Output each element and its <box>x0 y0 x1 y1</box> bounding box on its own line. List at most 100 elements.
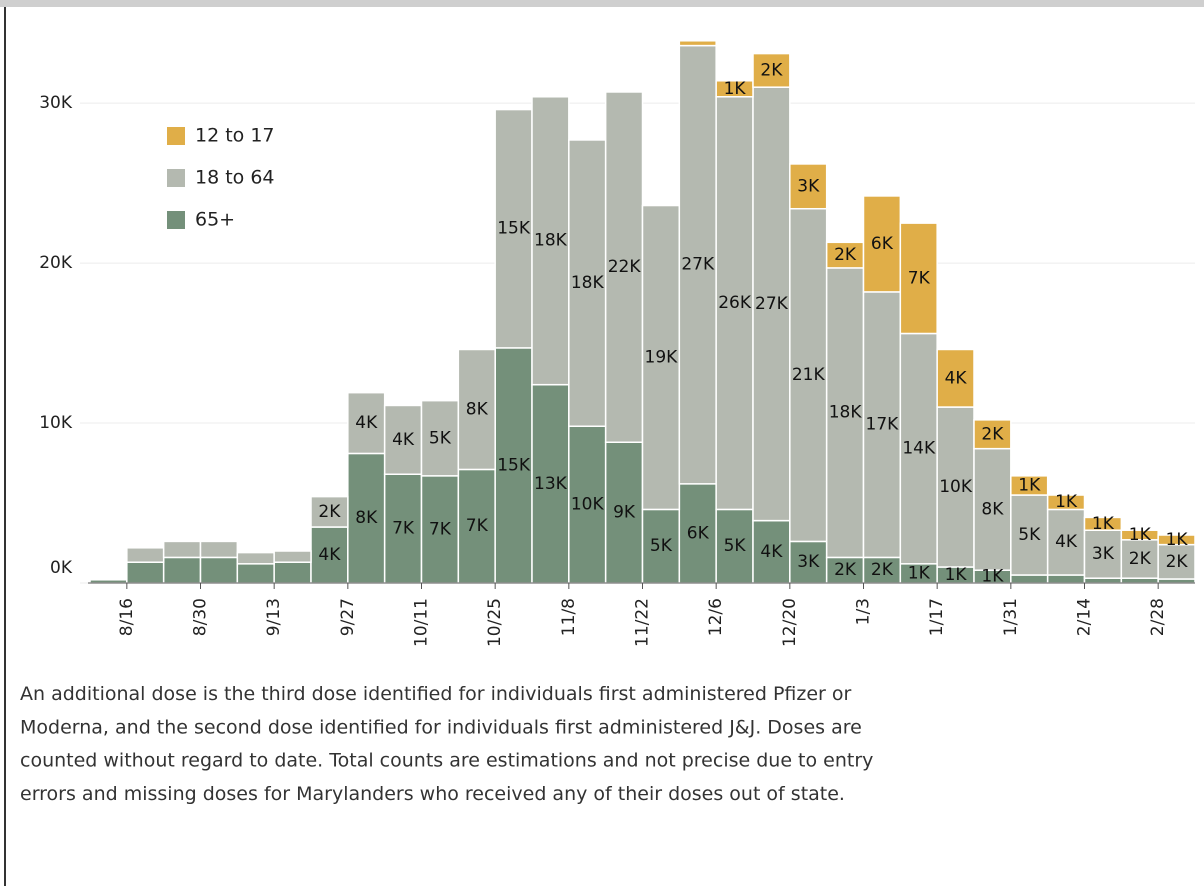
x-tick-label: 2/28 <box>1148 598 1168 636</box>
data-label: 5K <box>1018 525 1041 545</box>
data-label: 10K <box>571 495 605 515</box>
bar-segment <box>199 556 239 584</box>
data-label: 15K <box>497 219 531 239</box>
bar-segment <box>310 495 349 528</box>
y-tick-label: 0K <box>50 558 73 578</box>
data-label: 8K <box>466 399 489 419</box>
data-label: 2K <box>1129 549 1152 569</box>
data-label: 9K <box>613 503 636 523</box>
bar-segment <box>752 52 791 88</box>
data-label: 7K <box>429 519 452 539</box>
bar-segment <box>899 222 938 335</box>
data-label: 7K <box>392 519 415 539</box>
bar-segment <box>715 80 754 98</box>
data-label: 4K <box>760 542 783 562</box>
bar-segment <box>1010 494 1049 576</box>
bar-segment <box>457 468 496 584</box>
data-label: 5K <box>429 428 452 448</box>
y-tick-label: 30K <box>39 93 73 113</box>
data-label: 26K <box>718 293 752 313</box>
axes: 0K 10K 20K 30K 8/16 8/30 9/13 9/27 10/11 10/25 11/… <box>39 93 1195 647</box>
x-tick-label: 11/8 <box>559 598 579 636</box>
bar-segment <box>236 551 275 565</box>
y-tick-label: 10K <box>39 413 73 433</box>
note-line: An additional dose is the third dose ide… <box>20 683 852 705</box>
data-label: 4K <box>945 368 968 388</box>
data-label: 5K <box>650 536 673 556</box>
data-label: 2K <box>871 560 894 580</box>
x-tick-label: 11/22 <box>633 598 653 647</box>
data-label: 18K <box>571 273 605 293</box>
data-label: 1K <box>908 563 931 583</box>
bar-segment <box>862 556 902 584</box>
bar-segment <box>1010 475 1049 496</box>
data-label: 21K <box>792 365 826 385</box>
x-tick-label: 1/17 <box>927 598 947 636</box>
bar-segment <box>347 452 386 584</box>
legend-label: 12 to 17 <box>195 125 275 147</box>
bar-segment <box>715 96 754 511</box>
bar-segment <box>973 419 1012 450</box>
bar-segment <box>936 348 975 408</box>
note-line: errors and missing doses for Marylanders… <box>20 783 845 805</box>
legend-swatch <box>167 169 185 187</box>
legend-label: 18 to 64 <box>195 167 275 189</box>
bar-segment <box>126 561 165 584</box>
data-label: 2K <box>834 560 857 580</box>
data-label: 1K <box>1055 492 1078 512</box>
data-label: 27K <box>681 255 715 275</box>
bar-segment <box>1010 574 1049 584</box>
x-tick-label: 10/25 <box>485 598 505 647</box>
bar-segment <box>494 108 533 349</box>
bar-segment <box>789 163 828 210</box>
bar-segment <box>383 404 423 475</box>
data-label: 19K <box>645 347 679 367</box>
note: An additional dose is the third dose ide… <box>20 683 873 805</box>
data-label: 6K <box>687 523 710 543</box>
bar-segment <box>752 519 791 584</box>
x-tick-label: 1/3 <box>854 598 874 625</box>
data-label: 8K <box>981 499 1004 519</box>
x-tick-label: 8/16 <box>117 598 137 636</box>
x-tick-label: 12/6 <box>706 598 726 636</box>
legend-swatch <box>167 127 185 145</box>
y-tick-label: 20K <box>39 253 73 273</box>
bar-segment <box>383 473 423 584</box>
legend-label: 65+ <box>195 209 235 231</box>
x-tick-label: 9/27 <box>338 598 358 636</box>
data-label: 27K <box>755 294 789 314</box>
data-label: 8K <box>355 508 378 528</box>
data-label: 1K <box>981 567 1004 587</box>
bar-segment <box>162 540 202 559</box>
data-label: 1K <box>1166 530 1189 550</box>
bar-segment <box>1083 516 1123 531</box>
data-label: 1K <box>1018 475 1041 495</box>
data-label: 7K <box>466 516 489 536</box>
data-label: 17K <box>866 415 900 435</box>
top-bar <box>0 0 1204 7</box>
x-tick-label: 2/14 <box>1075 598 1095 636</box>
data-label: 3K <box>797 176 820 196</box>
data-label: 3K <box>1092 544 1115 564</box>
bar-segment <box>789 540 828 584</box>
bar-segment <box>678 44 717 485</box>
data-label: 18K <box>534 231 568 251</box>
data-label: 5K <box>724 536 747 556</box>
bar-segment <box>678 40 717 47</box>
x-tick-label: 12/20 <box>780 598 800 647</box>
data-label: 22K <box>608 257 642 277</box>
bar-segment <box>1157 543 1196 580</box>
bar-segment <box>604 91 644 444</box>
data-label: 4K <box>355 413 378 433</box>
data-label: 4K <box>392 430 415 450</box>
data-label: 15K <box>497 455 531 475</box>
note-line: Moderna, and the second dose identified … <box>20 716 862 738</box>
bar-segment <box>1157 534 1196 546</box>
data-label: 14K <box>902 439 936 459</box>
bar-segment <box>936 406 975 568</box>
x-tick-label: 1/31 <box>1001 598 1021 636</box>
x-tick-label: 8/30 <box>191 598 211 636</box>
data-label: 3K <box>797 552 820 572</box>
